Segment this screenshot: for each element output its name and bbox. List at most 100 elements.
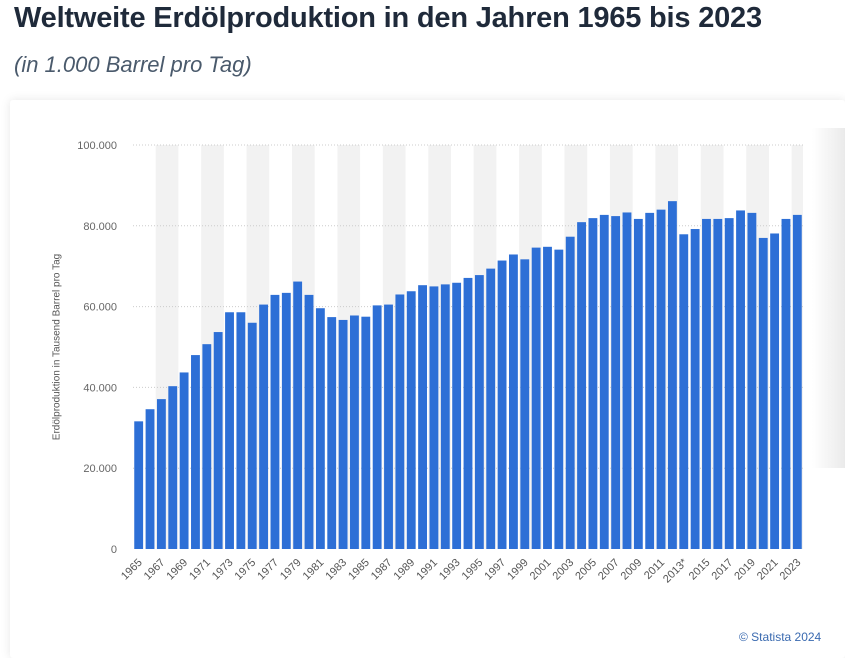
bar-1965: [134, 421, 144, 549]
bar-1989: [406, 291, 416, 549]
x-tick-label: 2009: [619, 557, 645, 583]
y-axis-label: Erdölproduktion in Tausend Barrel pro Ta…: [51, 253, 63, 441]
x-tick-label: 1973: [210, 557, 236, 583]
x-tick-label: 1997: [482, 557, 508, 583]
x-tick-label: 2021: [755, 557, 781, 583]
bar-2023: [792, 214, 802, 549]
bar-1984: [350, 315, 359, 549]
bar-1985: [361, 316, 371, 549]
bar-2011: [656, 209, 666, 549]
x-tick-label: 2007: [596, 557, 622, 583]
x-tick-label: 1993: [437, 557, 463, 583]
bar-1978: [281, 292, 291, 549]
x-tick-label: 1985: [346, 557, 372, 583]
bar-1992: [440, 284, 450, 549]
y-tick-label: 20.000: [83, 463, 117, 475]
bar-2007: [611, 216, 621, 549]
bar-1969: [179, 372, 189, 549]
bar-2005: [588, 218, 598, 549]
x-tick-label: 1983: [323, 557, 349, 583]
bar-1983: [338, 319, 348, 549]
chart-title: Weltweite Erdölproduktion in den Jahren …: [14, 2, 762, 34]
bar-2012: [667, 201, 677, 549]
bar-1991: [429, 286, 439, 549]
bar-1993: [452, 282, 462, 549]
bar-1968: [168, 386, 178, 549]
y-tick-label: 40.000: [83, 382, 117, 394]
bar-1979: [293, 281, 303, 549]
x-tick-label: 1987: [369, 557, 395, 583]
bar-1980: [304, 294, 314, 549]
bar-2003: [565, 236, 575, 549]
x-tick-label: 1995: [460, 557, 486, 583]
chart-subtitle: (in 1.000 Barrel pro Tag): [14, 52, 252, 77]
bar-1995: [474, 275, 484, 549]
bar-2009: [633, 218, 643, 549]
x-tick-label: 1989: [392, 557, 418, 583]
y-tick-label: 100.000: [77, 140, 117, 152]
bar-2004: [577, 222, 586, 549]
x-tick-label: 2013*: [661, 556, 690, 585]
bar-2020: [758, 237, 768, 550]
bar-2000: [531, 247, 541, 549]
bar-1977: [270, 294, 280, 549]
bar-2015: [702, 218, 711, 549]
bar-2018: [736, 210, 745, 549]
x-tick-label: 1981: [301, 557, 327, 583]
bar-1996: [486, 268, 496, 549]
bar-1973: [225, 312, 234, 549]
x-tick-label: 2003: [551, 557, 577, 583]
x-tick-label: 2023: [778, 557, 804, 583]
x-tick-label: 2017: [710, 557, 736, 583]
bar-2002: [554, 249, 564, 550]
x-tick-label: 2015: [687, 557, 713, 583]
x-tick-label: 2005: [573, 557, 599, 583]
bar-1990: [418, 285, 428, 549]
bar-2010: [645, 212, 655, 549]
bar-2017: [724, 218, 734, 549]
copyright-link[interactable]: © Statista 2024: [739, 630, 822, 644]
bar-1982: [327, 317, 337, 549]
x-tick-label: 1977: [255, 557, 281, 583]
bar-1997: [497, 260, 507, 549]
bar-2021: [770, 233, 780, 549]
x-tick-label: 1991: [414, 557, 440, 583]
x-tick-label: 1999: [505, 557, 531, 583]
bar-1988: [395, 294, 405, 549]
bar-2013*: [679, 234, 689, 549]
bar-1986: [372, 305, 382, 549]
bar-1971: [202, 344, 212, 549]
x-tick-label: 1967: [142, 557, 168, 583]
bar-1981: [315, 308, 325, 549]
x-tick-label: 1969: [164, 557, 190, 583]
bar-2008: [622, 212, 632, 549]
x-tick-label: 1979: [278, 557, 304, 583]
bar-1967: [156, 399, 166, 549]
bar-1998: [508, 254, 518, 549]
x-tick-label: 1971: [187, 557, 213, 583]
bar-1970: [191, 355, 200, 549]
y-tick-label: 0: [111, 544, 117, 556]
y-tick-label: 60.000: [83, 302, 117, 314]
bar-2006: [599, 214, 609, 549]
x-tick-label: 2019: [732, 557, 758, 583]
bar-1999: [520, 259, 530, 549]
bar-1966: [145, 409, 155, 549]
bar-1994: [463, 277, 473, 549]
x-tick-label: 1965: [119, 557, 145, 583]
x-tick-label: 1975: [233, 557, 259, 583]
side-panel-shadow: [812, 128, 845, 468]
bar-2019: [747, 212, 757, 549]
x-tick-label: 2001: [528, 557, 554, 583]
bar-1972: [213, 332, 223, 549]
bar-2016: [713, 218, 723, 549]
y-tick-label: 80.000: [83, 221, 117, 233]
bar-1987: [384, 304, 393, 549]
bar-2014: [690, 229, 700, 550]
bar-1975: [247, 322, 257, 549]
bar-1976: [259, 304, 269, 549]
bar-2022: [781, 218, 791, 549]
bar-2001: [543, 246, 552, 550]
bar-1974: [236, 312, 246, 549]
